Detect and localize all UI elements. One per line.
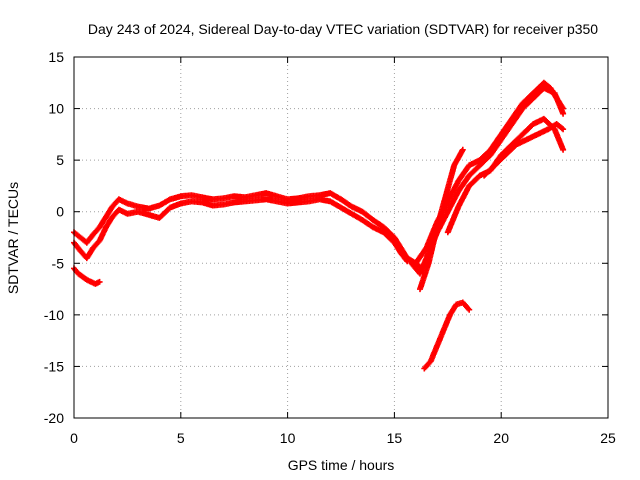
y-tick-label: -10 (44, 307, 64, 323)
data-point (560, 126, 567, 133)
y-tick-label: 0 (56, 204, 64, 220)
x-tick-label: 10 (280, 430, 296, 446)
x-tick-label: 0 (70, 430, 78, 446)
x-tick-label: 5 (177, 430, 185, 446)
data-point (560, 146, 567, 153)
y-axis-label: SDTVAR / TECUs (5, 182, 21, 294)
y-tick-label: 10 (48, 101, 64, 117)
y-tick-label: 5 (56, 152, 64, 168)
x-tick-label: 20 (493, 430, 509, 446)
y-tick-label: -5 (52, 255, 65, 271)
x-tick-label: 15 (387, 430, 403, 446)
data-points (71, 79, 567, 372)
data-point (560, 110, 567, 117)
data-point (466, 306, 473, 313)
data-point (459, 146, 466, 153)
data-point (96, 278, 103, 285)
axis-ticks: 0 5 10 15 20 25 -20 -15 -10 -5 0 5 10 15 (44, 49, 616, 446)
y-tick-label: 15 (48, 49, 64, 65)
x-tick-label: 25 (600, 430, 616, 446)
y-tick-label: -15 (44, 358, 64, 374)
chart-title: Day 243 of 2024, Sidereal Day-to-day VTE… (88, 21, 598, 37)
data-point (558, 125, 565, 132)
plot-frame (73, 56, 609, 419)
x-axis-label: GPS time / hours (288, 457, 395, 473)
y-tick-label: -20 (44, 410, 64, 426)
